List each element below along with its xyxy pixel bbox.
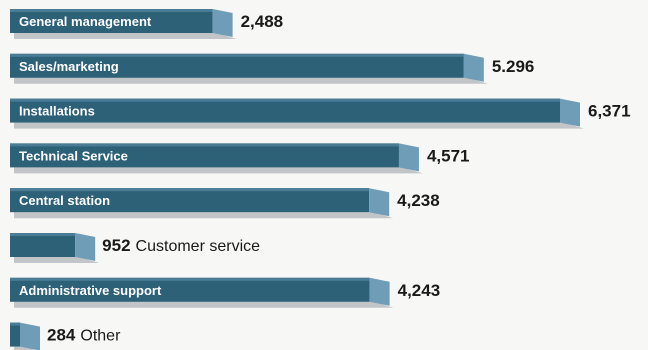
bar-value-label: 4,243 xyxy=(398,281,441,300)
bar-end xyxy=(20,322,40,350)
bar-highlight xyxy=(10,188,370,192)
bar-highlight xyxy=(10,322,20,326)
bar xyxy=(10,188,370,213)
bar-value-label: 952 xyxy=(102,236,130,255)
bar-group: Installations 6,371 xyxy=(10,98,631,129)
bar-category-label: Installations xyxy=(19,104,95,119)
bar xyxy=(10,322,20,347)
bar-value-label: 5.296 xyxy=(492,57,535,76)
bar-shadow xyxy=(14,167,423,174)
bar-category-label: General management xyxy=(19,14,152,29)
bar-highlight xyxy=(10,98,560,102)
bar-group: Central station 4,238 xyxy=(10,188,440,219)
bar-highlight xyxy=(10,233,76,236)
bar-shadow xyxy=(14,212,394,219)
bar-end xyxy=(212,9,233,37)
bar-shadow xyxy=(14,77,488,84)
bar xyxy=(10,53,464,78)
bar xyxy=(10,98,560,123)
bar-group: Sales/marketing 5.296 xyxy=(10,53,535,84)
bar xyxy=(10,9,213,33)
bar xyxy=(10,233,76,257)
bar-category-label: Customer service xyxy=(136,238,261,255)
bar-group: Technical Service 4,571 xyxy=(10,143,470,174)
bar-end xyxy=(369,188,390,217)
bar-value-label: 6,371 xyxy=(588,102,631,121)
bar-highlight xyxy=(10,277,370,281)
bar-value-label: 284 xyxy=(47,326,76,345)
bar-category-label: Administrative support xyxy=(19,283,162,298)
bar-category-label: Technical Service xyxy=(19,148,128,163)
bar-highlight xyxy=(10,143,399,147)
bar-group: 952 Customer service xyxy=(10,233,260,263)
bar-shadow xyxy=(14,257,100,263)
bar-category-label: Central station xyxy=(19,193,110,208)
bar-shadow xyxy=(14,301,394,308)
bar-group: Administrative support 4,243 xyxy=(10,277,441,308)
bar-end xyxy=(369,277,390,306)
bar-highlight xyxy=(10,9,213,12)
bar-shadow xyxy=(14,122,584,129)
bar xyxy=(10,143,399,168)
bar-group: General management 2,488 xyxy=(10,9,283,39)
bar-end xyxy=(398,143,419,172)
bar-value-label: 4,571 xyxy=(427,146,470,165)
bar-category-label: Sales/marketing xyxy=(19,59,119,74)
bar-shadow xyxy=(14,346,36,350)
bar-group: 284 Other xyxy=(10,322,121,350)
bar-end xyxy=(560,98,580,127)
bar xyxy=(10,277,370,302)
bar-highlight xyxy=(10,53,464,57)
bar-end xyxy=(463,53,484,82)
bar-category-label: Other xyxy=(80,328,121,345)
bar-value-label: 4,238 xyxy=(397,191,440,210)
bar-value-label: 2,488 xyxy=(241,12,284,31)
bar-shadow xyxy=(14,33,237,39)
bar-end xyxy=(75,233,96,261)
